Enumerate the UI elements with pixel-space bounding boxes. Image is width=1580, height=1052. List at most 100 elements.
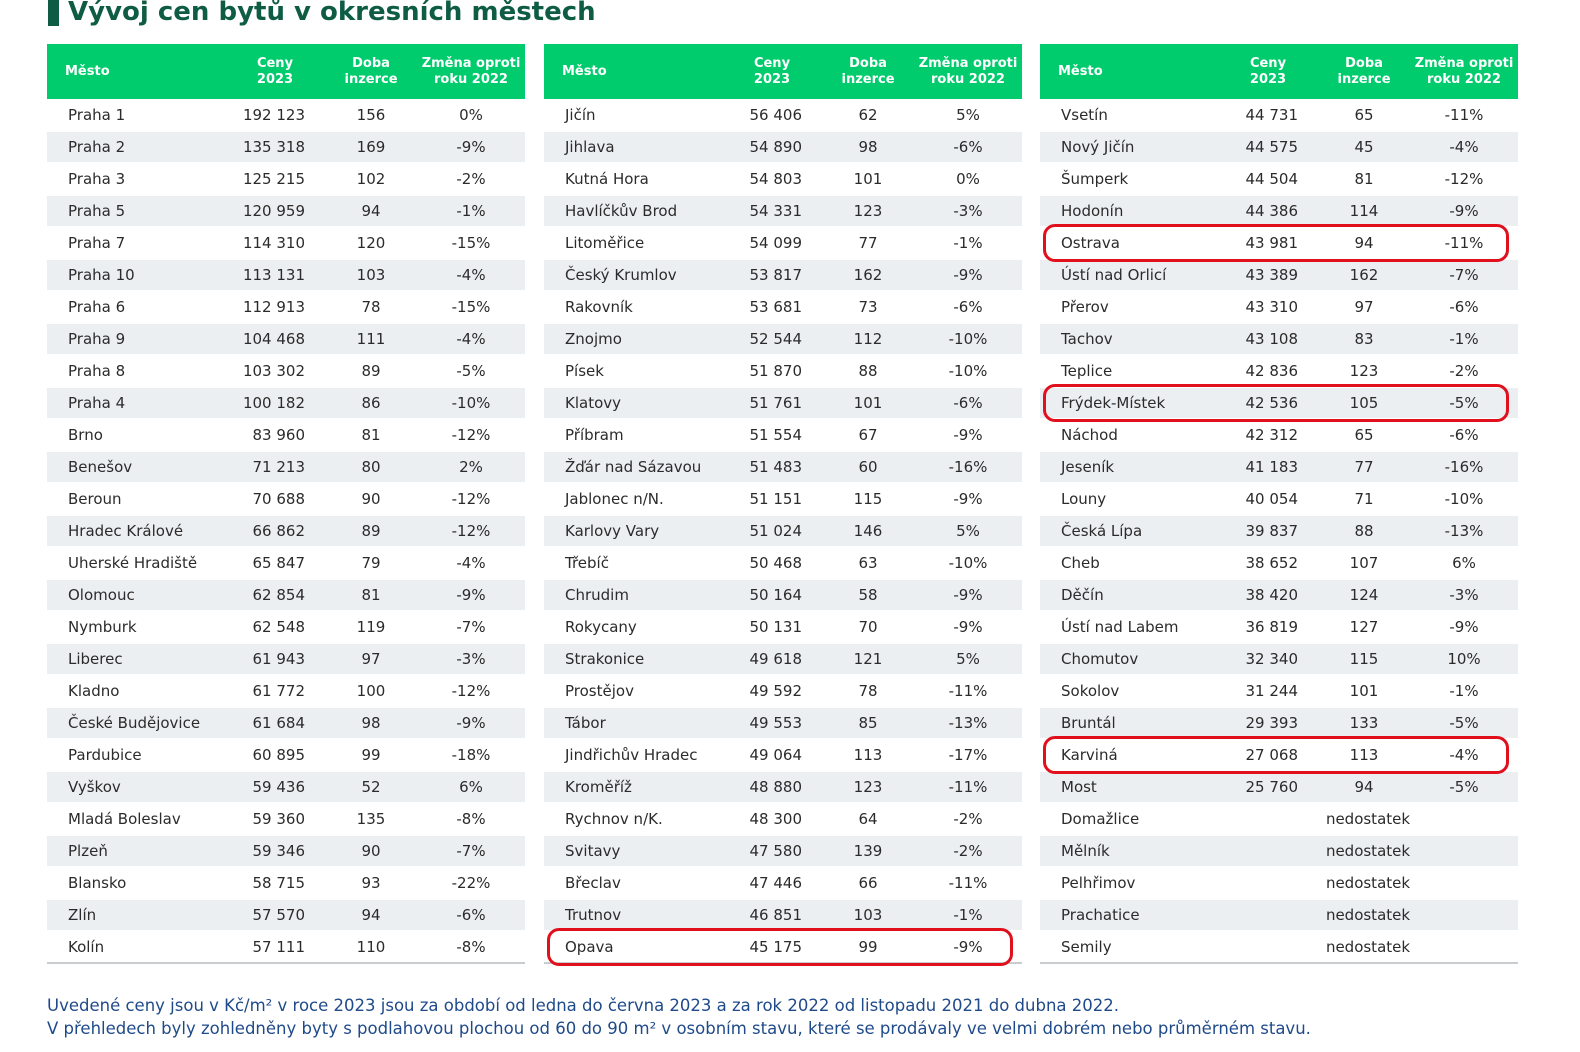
city-cell: Hradec Králové [47,515,225,548]
table-row: Louny 40 054 71 -10% [1040,483,1518,516]
city-cell: Mělník [1040,835,1218,868]
table-row: Uherské Hradiště 65 847 79 -4% [47,547,525,580]
days-cell: 78 [325,291,417,324]
price-cell: 25 760 [1218,771,1318,804]
city-cell: Rokycany [544,611,722,644]
city-cell: Přerov [1040,291,1218,324]
change-cell: -4% [1410,739,1518,772]
table-row: Kutná Hora 54 803 101 0% [544,163,1022,196]
days-cell: 133 [1318,707,1410,740]
missing-data-cell: nedostatek [1218,867,1518,900]
price-cell: 41 183 [1218,451,1318,484]
days-cell: 98 [822,131,914,164]
city-cell: Mladá Boleslav [47,803,225,836]
table-row: Vyškov 59 436 52 6% [47,771,525,804]
price-cell: 53 681 [722,291,822,324]
table-row: Sokolov 31 244 101 -1% [1040,675,1518,708]
change-cell: 10% [1410,643,1518,676]
city-cell: Praha 6 [47,291,225,324]
city-cell: Benešov [47,451,225,484]
change-cell: -11% [914,867,1022,900]
city-cell: Břeclav [544,867,722,900]
header-change: Změna oproti roku 2022 [1410,44,1518,100]
city-cell: Kolín [47,931,225,964]
table-row: Praha 2 135 318 169 -9% [47,131,525,164]
change-cell: -22% [417,867,525,900]
change-cell: -9% [914,931,1022,964]
city-cell: Praha 10 [47,259,225,292]
city-cell: Praha 9 [47,323,225,356]
table-row: Hradec Králové 66 862 89 -12% [47,515,525,548]
change-cell: -13% [1410,515,1518,548]
table-row: Svitavy 47 580 139 -2% [544,835,1022,868]
price-cell: 59 346 [225,835,325,868]
footnote-1: Uvedené ceny jsou v Kč/m² v roce 2023 js… [47,996,1120,1015]
days-cell: 88 [1318,515,1410,548]
table-row: Praha 5 120 959 94 -1% [47,195,525,228]
header-price: Ceny 2023 [225,44,325,100]
table-header-row: Město Ceny 2023 Doba inzerce Změna oproti roku… [47,44,525,100]
table-row: Mladá Boleslav 59 360 135 -8% [47,803,525,836]
price-cell: 52 544 [722,323,822,356]
price-cell: 54 099 [722,227,822,260]
table-row: Kladno 61 772 100 -12% [47,675,525,708]
table-row: Ústí nad Labem 36 819 127 -9% [1040,611,1518,644]
price-cell: 43 981 [1218,227,1318,260]
days-cell: 127 [1318,611,1410,644]
price-table-3: Město Ceny 2023 Doba inzerce Změna oproti roku… [1040,44,1518,964]
table-row: Litoměřice 54 099 77 -1% [544,227,1022,260]
missing-data-cell: nedostatek [1218,835,1518,868]
days-cell: 107 [1318,547,1410,580]
table-row: Blansko 58 715 93 -22% [47,867,525,900]
city-cell: Rychnov n/K. [544,803,722,836]
city-cell: Semily [1040,931,1218,964]
price-cell: 49 592 [722,675,822,708]
price-cell: 100 182 [225,387,325,420]
change-cell: -7% [417,835,525,868]
city-cell: Klatovy [544,387,722,420]
price-cell: 61 684 [225,707,325,740]
change-cell: -2% [417,163,525,196]
change-cell: -4% [1410,131,1518,164]
table-header-row: Město Ceny 2023 Doba inzerce Změna oproti roku… [544,44,1022,100]
table-row: Jihlava 54 890 98 -6% [544,131,1022,164]
table-row: Plzeň 59 346 90 -7% [47,835,525,868]
change-cell: -10% [417,387,525,420]
change-cell: -11% [1410,227,1518,260]
price-cell: 192 123 [225,99,325,132]
change-cell: -1% [1410,675,1518,708]
city-cell: Písek [544,355,722,388]
change-cell: 6% [1410,547,1518,580]
days-cell: 78 [822,675,914,708]
table-row: Most 25 760 94 -5% [1040,771,1518,804]
city-cell: Blansko [47,867,225,900]
city-cell: Praha 7 [47,227,225,260]
city-cell: Olomouc [47,579,225,612]
city-cell: Sokolov [1040,675,1218,708]
table-row: Praha 10 113 131 103 -4% [47,259,525,292]
city-cell: Kutná Hora [544,163,722,196]
days-cell: 58 [822,579,914,612]
days-cell: 111 [325,323,417,356]
change-cell: 0% [914,163,1022,196]
days-cell: 67 [822,419,914,452]
price-cell: 66 862 [225,515,325,548]
days-cell: 81 [1318,163,1410,196]
table-row: Pardubice 60 895 99 -18% [47,739,525,772]
title-accent-bar [48,0,59,26]
days-cell: 94 [1318,771,1410,804]
price-cell: 46 851 [722,899,822,932]
city-cell: Praha 1 [47,99,225,132]
price-cell: 44 731 [1218,99,1318,132]
page-title-wrap: Vývoj cen bytů v okresních městech [48,0,596,32]
table-row: Teplice 42 836 123 -2% [1040,355,1518,388]
change-cell: -11% [914,771,1022,804]
table-row: Rychnov n/K. 48 300 64 -2% [544,803,1022,836]
city-cell: Kroměříž [544,771,722,804]
change-cell: -9% [914,579,1022,612]
days-cell: 89 [325,515,417,548]
change-cell: -15% [417,227,525,260]
days-cell: 103 [822,899,914,932]
price-cell: 38 420 [1218,579,1318,612]
table-row: Kroměříž 48 880 123 -11% [544,771,1022,804]
